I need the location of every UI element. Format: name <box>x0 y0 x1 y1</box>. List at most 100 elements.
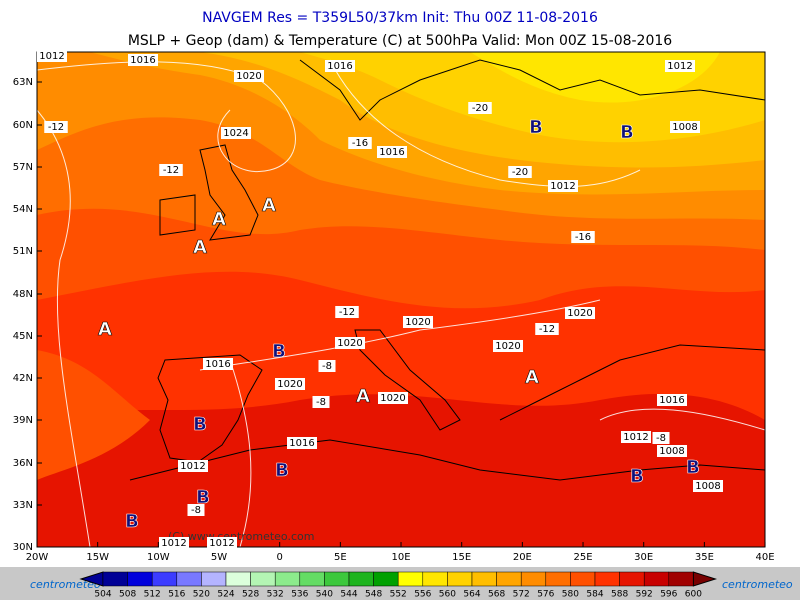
colorbar-label: 512 <box>144 590 161 600</box>
colorbar-label: 568 <box>488 590 505 600</box>
logo-right: centrometeo <box>722 578 793 591</box>
colorbar-box <box>643 571 670 587</box>
field <box>470 52 720 103</box>
low-center: B <box>686 457 700 478</box>
lon-label: 10W <box>147 552 170 563</box>
isobar-label-box <box>128 54 158 66</box>
isobar-label: 1016 <box>327 61 352 72</box>
temperature-label-box <box>159 164 183 176</box>
colorbar-label: 556 <box>414 590 431 600</box>
isobar <box>229 359 252 548</box>
map-fields <box>37 52 765 547</box>
low-center: B <box>529 117 543 138</box>
isobar-label-box <box>657 445 687 457</box>
isobar-label: 1016 <box>289 438 314 449</box>
isobar-label-box <box>203 358 233 370</box>
isobar-label-box <box>670 121 700 133</box>
isobar-label-box <box>234 70 264 82</box>
low-center: B <box>193 414 207 435</box>
lat-label: 51N <box>13 246 33 257</box>
temperature-label-box <box>348 137 372 149</box>
colorbar-box <box>299 571 325 587</box>
lon-label: 40E <box>756 552 775 563</box>
colorbar-box <box>570 571 596 587</box>
lat-label: 57N <box>13 162 33 173</box>
colorbar-label: 532 <box>267 590 284 600</box>
temperature-label-box <box>44 121 68 133</box>
lon-label: 35E <box>695 552 714 563</box>
high-center: A <box>212 209 226 230</box>
isobar-label-box <box>621 431 651 443</box>
temperature-label: -12 <box>539 324 555 335</box>
coast-turkey <box>499 344 766 421</box>
high-center: A <box>193 237 207 258</box>
coast-iberia <box>157 354 263 463</box>
coast-africa <box>129 439 766 481</box>
lon-label: 0 <box>276 552 282 563</box>
colorbar-box <box>619 571 645 587</box>
colorbar-box <box>102 571 128 587</box>
lat-label: 54N <box>13 204 33 215</box>
colorbar-label: 600 <box>685 590 702 600</box>
colorbar-label: 540 <box>316 590 333 600</box>
isobar-label-box <box>325 60 355 72</box>
colorbar-box <box>225 571 251 587</box>
isobar-label: 1020 <box>337 338 362 349</box>
isobar-label: 1020 <box>495 341 520 352</box>
isobar-label: 1012 <box>550 181 575 192</box>
isobar-label-box <box>657 394 687 406</box>
colorbar-label: 580 <box>562 590 579 600</box>
colorbar-box <box>176 571 202 587</box>
colorbar-label: 592 <box>636 590 653 600</box>
colorbar-box <box>274 571 301 587</box>
isobar-label-box <box>693 480 723 492</box>
temperature-label: -12 <box>163 165 179 176</box>
isobar-label-box <box>665 60 695 72</box>
temperature-label: -8 <box>656 433 666 444</box>
high-center: A <box>98 319 112 340</box>
coastlines <box>129 59 766 481</box>
colorbar-label: 508 <box>119 590 136 600</box>
low-center: B <box>196 487 210 508</box>
temperature-label-box <box>468 102 492 114</box>
isobar-label: 1008 <box>659 446 684 457</box>
colorbar-label: 596 <box>660 590 677 600</box>
temperature-label-box <box>508 166 532 178</box>
lon-label: 30E <box>634 552 653 563</box>
isobar-label: 1016 <box>205 359 230 370</box>
lat-label: 36N <box>13 458 33 469</box>
colorbar-label: 560 <box>439 590 456 600</box>
temperature-label: -16 <box>575 232 591 243</box>
field <box>37 350 150 480</box>
isobar-label-box <box>207 537 237 549</box>
temperature-label-box <box>535 323 559 335</box>
title-line-2: MSLP + Geop (dam) & Temperature (C) at 5… <box>128 33 672 49</box>
isobar-label-box <box>37 50 67 62</box>
isobar-label-box <box>335 337 365 349</box>
low-center: B <box>272 341 286 362</box>
isobar <box>36 109 91 548</box>
colorbar-label: 552 <box>390 590 407 600</box>
colorbar-box <box>151 571 178 587</box>
temperature-label-box <box>318 360 336 372</box>
temperature-label: -12 <box>48 122 64 133</box>
isobar-label: 1020 <box>380 393 405 404</box>
isobar-label: 1020 <box>567 308 592 319</box>
low-center: B <box>275 460 289 481</box>
isobar-label: 1016 <box>130 55 155 66</box>
lon-label: 15W <box>86 552 109 563</box>
isobar-label: 1012 <box>667 61 692 72</box>
isobar <box>599 408 766 431</box>
temperature-label-box <box>312 396 330 408</box>
field <box>37 393 765 547</box>
isobar-label: 1024 <box>223 128 248 139</box>
high-center: A <box>525 367 539 388</box>
colorbar-label: 584 <box>586 590 603 600</box>
logo-left: centrometeo <box>30 578 101 591</box>
coast-ireland <box>159 194 196 236</box>
colorbar-box <box>250 571 276 587</box>
low-center: B <box>125 511 139 532</box>
isobar-label: 1008 <box>695 481 720 492</box>
lat-label: 39N <box>13 415 33 426</box>
